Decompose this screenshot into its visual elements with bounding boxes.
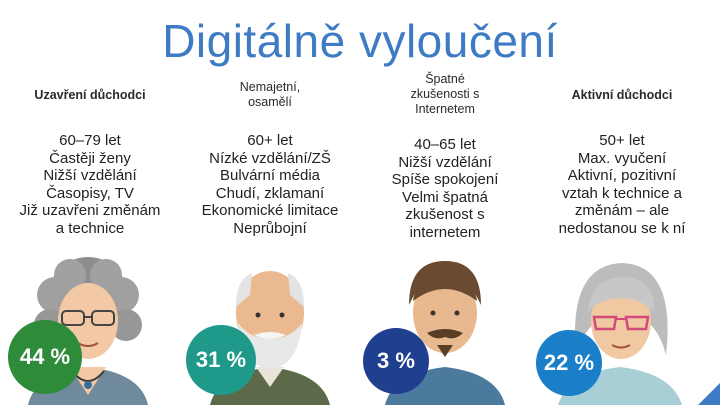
desc-line: vztah k technice a [561,184,683,202]
group-description: 60+ let Nízké vzdělání/ZŠ Bulvární média… [180,132,360,237]
desc-line: Ekonomické limitace [201,202,339,219]
group-column-bad-experience: Špatné zkušenosti s Internetem 40–65 let… [355,0,535,405]
desc-line: Nízké vzdělání/ZŠ [209,149,331,167]
desc-line: změnám – ale [574,202,670,219]
page-title: Digitálně vyloučení [162,15,558,67]
group-column-active-seniors: Aktivní důchodci 50+ let Max. vyučení Ak… [532,0,712,405]
percent-badge: 44 % [8,320,82,394]
desc-line: Častěji ženy [49,149,131,167]
desc-line: Velmi špatná [402,188,488,206]
desc-line: Bulvární média [219,167,321,184]
desc-line: Neprůbojní [233,219,307,237]
group-column-closed-seniors: Uzavření důchodci 60–79 let Častěji ženy… [0,0,180,405]
desc-line: Chudí, zklamaní [215,184,325,202]
desc-line: Časopisy, TV [46,184,134,202]
group-description: 60–79 let Častěji ženy Nižší vzdělání Ča… [0,132,180,237]
desc-line: nedostanou se k ní [558,219,686,237]
group-heading: Špatné zkušenosti s Internetem [410,72,480,116]
desc-line: Aktivní, pozitivní [567,167,677,184]
desc-line: zkušenost s [405,206,485,223]
desc-line: 60–79 let [59,132,121,149]
corner-decoration [698,383,720,405]
group-description: 40–65 let Nižší vzdělání Spíše spokojení… [355,136,535,241]
group-heading: Aktivní důchodci [571,88,673,102]
desc-line: 60+ let [247,132,293,149]
desc-line: internetem [409,223,481,241]
desc-line: Nižší vzdělání [43,167,137,184]
desc-line: a technice [55,219,125,237]
group-column-poor-lonely: Nemajetní, osamělí 60+ let Nízké vzdělán… [180,0,360,405]
percent-badge: 31 % [186,325,256,395]
desc-line: Spíše spokojení [391,171,499,188]
group-heading: Uzavření důchodci [34,88,146,102]
desc-line: 50+ let [599,132,645,149]
percent-badge: 22 % [536,330,602,396]
desc-line: 40–65 let [414,136,476,153]
group-heading: Nemajetní, osamělí [239,80,301,109]
desc-line: Již uzavřeni změnám [19,202,161,219]
percent-badge: 3 % [363,328,429,394]
group-description: 50+ let Max. vyučení Aktivní, pozitivní … [532,132,712,237]
desc-line: Max. vyučení [577,149,667,167]
desc-line: Nižší vzdělání [398,153,492,171]
